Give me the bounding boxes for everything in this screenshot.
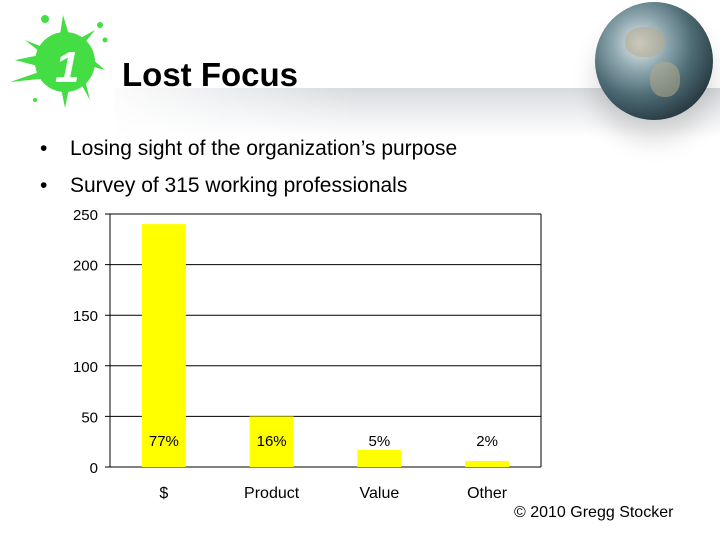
- bullet-list: • Losing sight of the organization’s purp…: [40, 130, 457, 204]
- y-tick-label: 150: [73, 308, 98, 325]
- x-tick-label: Other: [467, 485, 508, 502]
- data-label: 2%: [476, 433, 498, 450]
- y-tick-label: 0: [90, 460, 98, 477]
- y-tick-label: 200: [73, 258, 98, 275]
- globe-image: [595, 2, 713, 120]
- y-tick-label: 250: [73, 207, 98, 224]
- data-label: 77%: [149, 433, 179, 450]
- bullet-item: • Losing sight of the organization’s purp…: [40, 137, 458, 160]
- bullet-item: • Survey of 315 working professionals: [40, 174, 408, 197]
- bar: [249, 416, 294, 467]
- copyright: © 2010 Gregg Stocker: [514, 504, 674, 521]
- data-label: 5%: [369, 433, 391, 450]
- bar: [357, 449, 402, 467]
- bar: [465, 460, 510, 467]
- svg-text:1: 1: [55, 43, 79, 92]
- x-tick-label: Value: [360, 485, 400, 502]
- y-tick-label: 50: [81, 409, 98, 426]
- data-label: 16%: [257, 433, 287, 450]
- x-tick-label: Product: [244, 485, 300, 502]
- slide-title: Lost Focus: [122, 56, 299, 93]
- x-tick-label: $: [159, 485, 168, 502]
- y-tick-label: 100: [73, 359, 98, 376]
- bar: [141, 224, 186, 467]
- number-one-splat-logo: 1: [10, 15, 108, 108]
